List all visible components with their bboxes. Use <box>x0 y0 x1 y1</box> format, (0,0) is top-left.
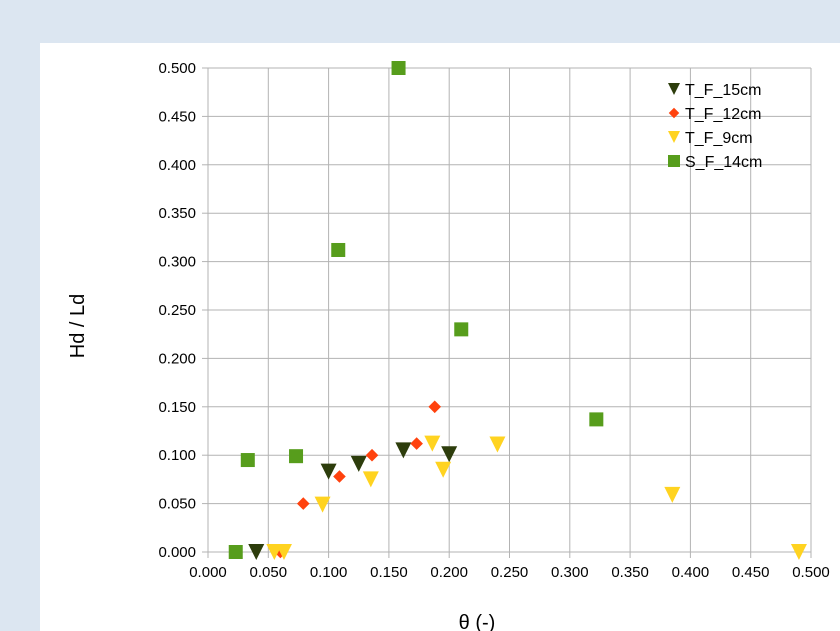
legend-label: S_F_14cm <box>685 154 762 171</box>
y-tick-label: 0.350 <box>158 205 196 222</box>
data-point <box>275 544 292 560</box>
data-point <box>391 61 406 75</box>
data-point <box>314 496 331 513</box>
data-point <box>228 545 243 559</box>
x-tick-label: 0.500 <box>792 564 830 581</box>
y-axis-title: Hd / Ld <box>67 294 89 358</box>
legend-marker <box>668 155 680 167</box>
data-points <box>228 61 807 560</box>
data-point <box>331 242 346 257</box>
x-tick-label: 0.000 <box>189 564 227 581</box>
y-tick-label: 0.150 <box>158 399 196 416</box>
chart-panel: 0.000 0.050 0.100 0.150 0.200 0.250 0.300 0.350… <box>40 43 840 631</box>
data-point <box>365 448 379 462</box>
data-point <box>395 442 412 459</box>
y-tick-label: 0.500 <box>158 60 196 77</box>
y-tick-label: 0.250 <box>158 302 196 319</box>
legend-label: T_F_12cm <box>685 106 761 123</box>
data-point <box>454 322 469 337</box>
y-tick-label: 0.000 <box>158 544 196 561</box>
legend-marker <box>668 131 680 143</box>
data-point <box>296 497 310 510</box>
scatter-chart: 0.000 0.050 0.100 0.150 0.200 0.250 0.300 0.350… <box>67 60 830 631</box>
data-point <box>240 453 255 468</box>
x-tick-label: 0.250 <box>491 564 529 581</box>
y-tick-label: 0.100 <box>158 447 196 464</box>
legend-label: T_F_9cm <box>685 130 753 147</box>
grid <box>202 67 812 558</box>
data-point <box>248 544 265 560</box>
x-tick-label: 0.200 <box>430 564 468 581</box>
y-tick-label: 0.300 <box>158 254 196 271</box>
x-tick-label: 0.100 <box>310 564 348 581</box>
y-tick-label: 0.050 <box>158 496 196 513</box>
data-point <box>424 435 441 452</box>
legend-label: T_F_15cm <box>685 82 761 99</box>
legend-marker <box>668 83 680 95</box>
x-tick-label: 0.300 <box>551 564 589 581</box>
y-tick-label: 0.450 <box>158 108 196 125</box>
data-point <box>428 400 442 414</box>
data-point <box>435 461 452 478</box>
legend: T_F_15cm T_F_12cm T_F_9cm S_F_14cm <box>668 82 762 171</box>
tick-labels: 0.000 0.050 0.100 0.150 0.200 0.250 0.300 0.350… <box>158 60 829 581</box>
data-point <box>441 446 458 463</box>
data-point <box>589 412 604 427</box>
y-tick-label: 0.400 <box>158 157 196 174</box>
data-point <box>362 471 379 488</box>
x-tick-label: 0.050 <box>250 564 288 581</box>
data-point <box>320 463 337 480</box>
y-tick-label: 0.200 <box>158 350 196 367</box>
legend-marker <box>668 107 680 119</box>
data-point <box>289 449 304 464</box>
data-point <box>333 470 346 483</box>
x-axis-title: θ (-) <box>459 612 496 631</box>
x-tick-label: 0.400 <box>672 564 710 581</box>
x-tick-label: 0.150 <box>370 564 408 581</box>
data-point <box>410 437 423 450</box>
data-point <box>350 455 367 472</box>
data-point <box>664 486 681 503</box>
x-tick-label: 0.350 <box>611 564 649 581</box>
data-point <box>790 544 807 560</box>
x-tick-label: 0.450 <box>732 564 770 581</box>
data-point <box>489 436 506 453</box>
